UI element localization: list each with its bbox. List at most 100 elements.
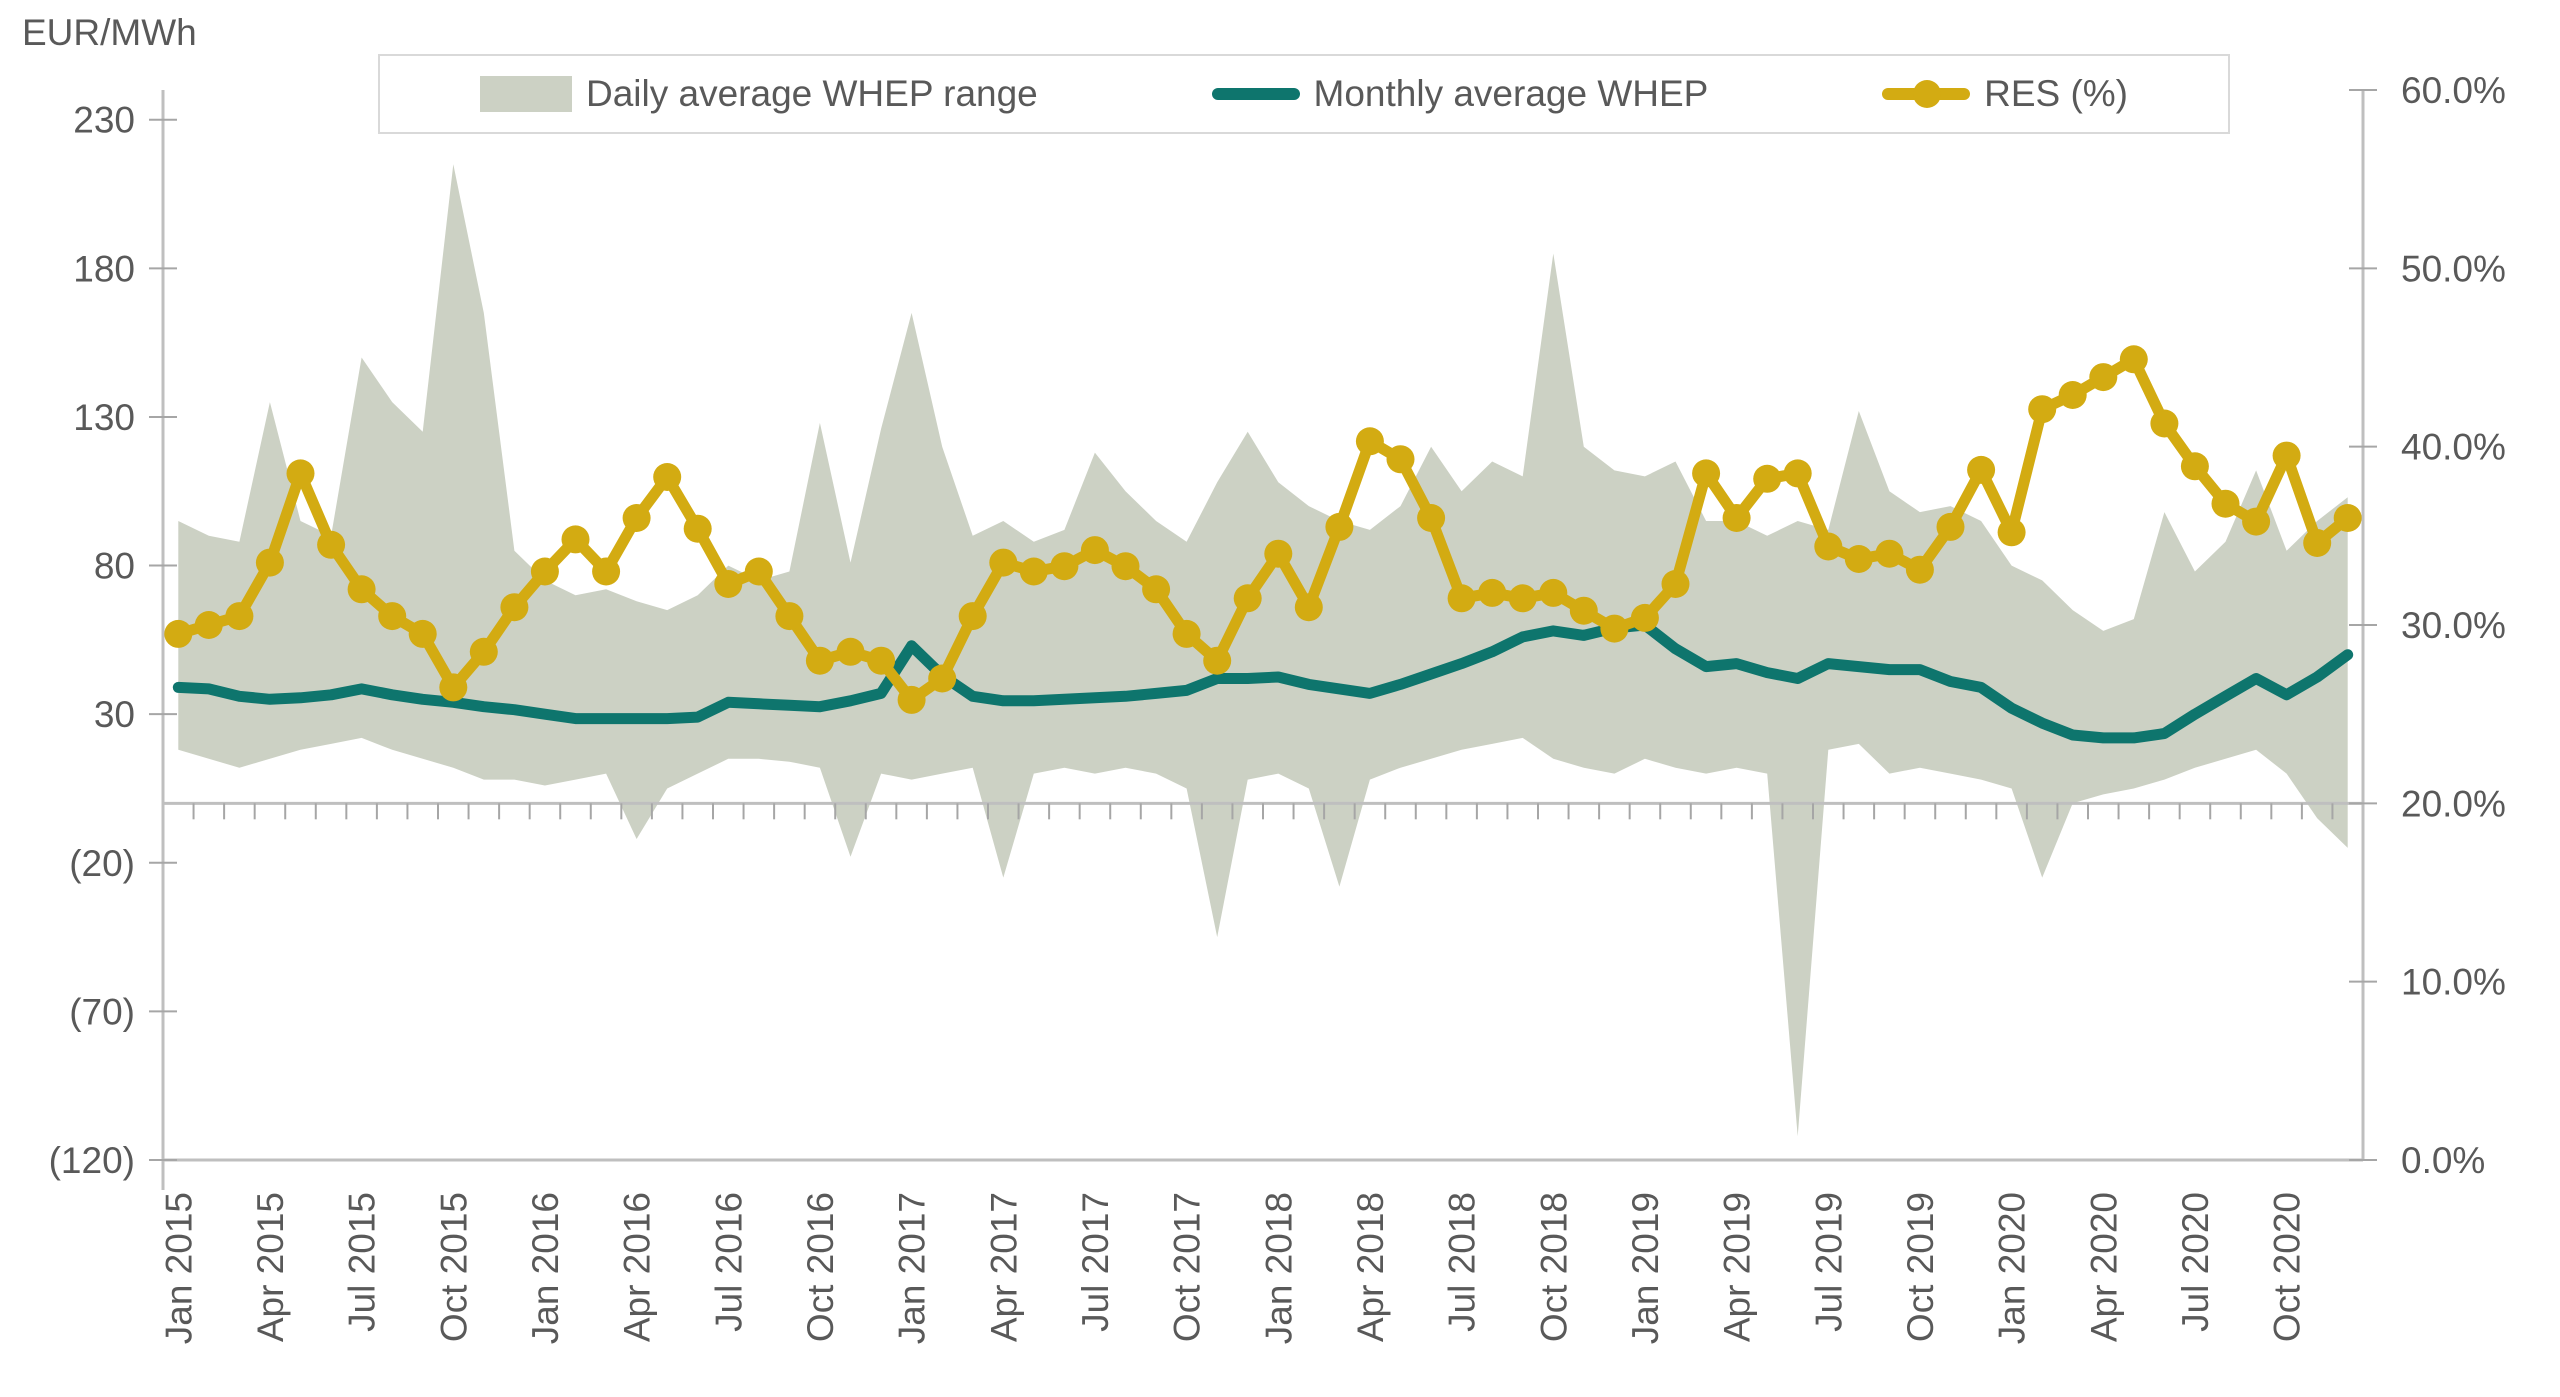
left-axis-tick-label: (70) bbox=[69, 991, 135, 1032]
legend-label: Daily average WHEP range bbox=[586, 73, 1038, 114]
res-share-marker bbox=[2211, 489, 2240, 518]
right-axis-tick-label: 20.0% bbox=[2401, 783, 2506, 824]
x-axis-tick-label: Oct 2015 bbox=[433, 1192, 474, 1342]
x-axis-tick-label: Apr 2015 bbox=[250, 1192, 291, 1342]
res-share-marker bbox=[2058, 381, 2087, 409]
legend-item-res[interactable]: RES (%) bbox=[1882, 73, 2128, 115]
legend-item-daily-range[interactable]: Daily average WHEP range bbox=[480, 73, 1038, 115]
res-share-marker bbox=[1661, 570, 1690, 598]
left-axis-tick-label: (120) bbox=[49, 1140, 135, 1181]
x-axis-tick-label: Jan 2017 bbox=[892, 1192, 933, 1344]
res-share-marker bbox=[317, 530, 346, 559]
res-share-marker bbox=[1355, 427, 1384, 456]
res-share-marker bbox=[1417, 504, 1446, 532]
res-share-marker bbox=[1967, 455, 1996, 484]
right-axis-tick-label: 40.0% bbox=[2401, 427, 2506, 468]
res-share-marker bbox=[1997, 518, 2026, 547]
res-share-marker bbox=[1936, 512, 1965, 541]
res-share-marker bbox=[1692, 459, 1721, 488]
res-share-marker bbox=[989, 548, 1018, 577]
x-axis-tick-label: Oct 2018 bbox=[1533, 1192, 1574, 1342]
res-share-marker bbox=[714, 570, 743, 598]
res-share-marker bbox=[2333, 504, 2362, 532]
res-share-marker bbox=[255, 548, 284, 577]
area-swatch-icon bbox=[480, 76, 572, 112]
right-axis-tick-label: 10.0% bbox=[2401, 962, 2506, 1003]
res-share-marker bbox=[164, 619, 193, 648]
x-axis-tick-label: Oct 2017 bbox=[1167, 1192, 1208, 1342]
res-share-marker bbox=[836, 637, 865, 666]
res-share-marker bbox=[653, 463, 682, 491]
res-share-marker bbox=[928, 664, 957, 693]
x-axis-tick-label: Jan 2015 bbox=[158, 1192, 199, 1344]
res-share-marker bbox=[2180, 452, 2209, 481]
legend-label: RES (%) bbox=[1984, 73, 2128, 114]
daily-range-area bbox=[178, 164, 2348, 1137]
res-share-marker bbox=[500, 593, 529, 622]
res-share-marker bbox=[2303, 529, 2332, 557]
line-marker-swatch-icon bbox=[1882, 80, 1971, 108]
x-axis-tick-label: Apr 2016 bbox=[617, 1192, 658, 1342]
res-share-marker bbox=[805, 646, 834, 675]
res-share-marker bbox=[1539, 578, 1568, 607]
x-axis-tick-label: Jul 2016 bbox=[708, 1192, 749, 1332]
res-share-marker bbox=[530, 557, 559, 586]
left-axis-tick-label: 30 bbox=[94, 694, 135, 735]
res-share-marker bbox=[622, 504, 651, 532]
x-axis-tick-label: Apr 2019 bbox=[1717, 1192, 1758, 1342]
left-axis-tick-label: 130 bbox=[73, 397, 135, 438]
res-share-marker bbox=[439, 673, 468, 702]
x-axis-tick-label: Oct 2016 bbox=[800, 1192, 841, 1342]
res-share-marker bbox=[1019, 557, 1048, 586]
left-axis-tick-label: 230 bbox=[73, 100, 135, 141]
res-share-marker bbox=[194, 611, 223, 639]
res-share-marker bbox=[1600, 614, 1629, 643]
res-share-marker bbox=[1569, 596, 1598, 625]
res-share-marker bbox=[469, 637, 498, 666]
res-share-marker bbox=[1172, 619, 1201, 648]
res-share-marker bbox=[867, 646, 896, 675]
res-share-marker bbox=[1783, 459, 1812, 488]
res-share-marker bbox=[775, 602, 804, 631]
res-share-marker bbox=[744, 557, 773, 586]
x-axis-tick-label: Apr 2020 bbox=[2083, 1192, 2124, 1342]
res-share-marker bbox=[1203, 646, 1232, 675]
legend-item-monthly-whep[interactable]: Monthly average WHEP bbox=[1211, 73, 1709, 115]
x-axis-tick-label: Jul 2020 bbox=[2175, 1192, 2216, 1332]
res-share-marker bbox=[2150, 409, 2179, 438]
res-share-marker bbox=[1508, 584, 1537, 613]
res-share-marker bbox=[1630, 603, 1659, 632]
res-share-marker bbox=[1111, 552, 1140, 581]
left-axis-tick-label: (20) bbox=[69, 843, 135, 884]
legend-label: Monthly average WHEP bbox=[1313, 73, 1709, 114]
chart-legend: Daily average WHEP range Monthly average… bbox=[378, 54, 2230, 134]
x-axis-tick-label: Jul 2018 bbox=[1442, 1192, 1483, 1332]
x-axis-tick-label: Jan 2019 bbox=[1625, 1192, 1666, 1344]
res-share-marker bbox=[2272, 441, 2301, 470]
x-axis-tick-label: Jan 2018 bbox=[1258, 1192, 1299, 1344]
right-axis-tick-label: 60.0% bbox=[2401, 70, 2506, 111]
res-share-marker bbox=[561, 525, 590, 554]
res-share-marker bbox=[1233, 584, 1262, 613]
res-share-marker bbox=[2119, 345, 2148, 374]
res-share-marker bbox=[1080, 536, 1109, 565]
line-swatch-icon bbox=[1211, 88, 1300, 100]
res-share-marker bbox=[2089, 363, 2118, 392]
res-share-marker bbox=[1325, 512, 1354, 541]
x-axis-tick-label: Apr 2018 bbox=[1350, 1192, 1391, 1342]
x-axis-tick-label: Oct 2020 bbox=[2267, 1192, 2308, 1342]
res-share-marker bbox=[1264, 539, 1293, 568]
right-axis-tick-label: 50.0% bbox=[2401, 248, 2506, 289]
right-axis-tick-label: 30.0% bbox=[2401, 605, 2506, 646]
res-share-marker bbox=[1753, 464, 1782, 493]
res-share-marker bbox=[1814, 532, 1843, 561]
res-share-marker bbox=[1478, 578, 1507, 607]
res-share-marker bbox=[1722, 504, 1751, 532]
x-axis-tick-label: Apr 2017 bbox=[983, 1192, 1024, 1342]
res-share-marker bbox=[1294, 593, 1323, 622]
x-axis-tick-label: Oct 2019 bbox=[1900, 1192, 1941, 1342]
x-axis-tick-label: Jul 2017 bbox=[1075, 1192, 1116, 1332]
left-axis-tick-label: 180 bbox=[73, 248, 135, 289]
